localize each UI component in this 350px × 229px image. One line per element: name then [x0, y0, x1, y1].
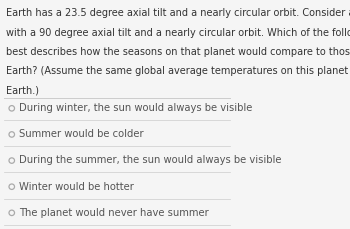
Text: Winter would be hotter: Winter would be hotter [19, 181, 134, 191]
Text: Earth has a 23.5 degree axial tilt and a nearly circular orbit. Consider a plane: Earth has a 23.5 degree axial tilt and a… [6, 8, 350, 18]
Text: Earth? (Assume the same global average temperatures on this planet as on: Earth? (Assume the same global average t… [6, 66, 350, 76]
Text: with a 90 degree axial tilt and a nearly circular orbit. Which of the following: with a 90 degree axial tilt and a nearly… [6, 27, 350, 37]
Text: During winter, the sun would always be visible: During winter, the sun would always be v… [19, 103, 252, 113]
Text: During the summer, the sun would always be visible: During the summer, the sun would always … [19, 155, 281, 165]
Text: The planet would never have summer: The planet would never have summer [19, 207, 208, 217]
Text: best describes how the seasons on that planet would compare to those on: best describes how the seasons on that p… [6, 47, 350, 57]
Text: Earth.): Earth.) [6, 85, 39, 95]
Text: Summer would be colder: Summer would be colder [19, 129, 143, 139]
